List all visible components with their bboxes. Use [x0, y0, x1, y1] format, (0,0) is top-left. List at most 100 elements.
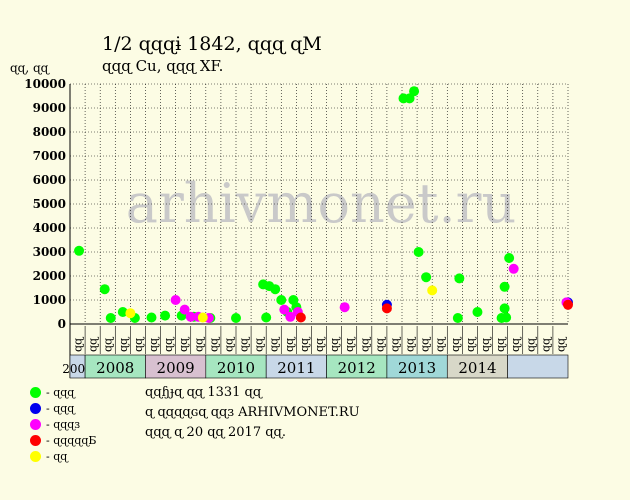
- month-label: ɋɋ: [539, 336, 552, 352]
- y-tick-label: 8000: [33, 125, 66, 139]
- month-label: ɋɋ: [87, 336, 100, 352]
- month-label: ɋɋ: [509, 336, 522, 352]
- data-point: [339, 302, 350, 313]
- data-point: [285, 311, 296, 322]
- data-point: [472, 307, 483, 317]
- month-label: ɋɋ: [343, 336, 356, 352]
- legend-item: - ɋɋɋ: [30, 400, 97, 416]
- y-tick-label: 5000: [33, 197, 66, 211]
- data-point: [105, 313, 116, 323]
- month-label: ɋɋ: [72, 336, 85, 352]
- month-label: ɋɋ: [207, 336, 220, 352]
- y-tick-label: 3000: [33, 245, 66, 259]
- year-band: [507, 354, 569, 379]
- legend-marker: [30, 450, 41, 462]
- month-label: ɋɋ: [222, 336, 235, 352]
- y-axis-label: ɋɋ, ɋɋ: [10, 61, 49, 75]
- legend-marker: [30, 418, 41, 430]
- month-label: ɋɋ: [328, 336, 341, 352]
- month-label: ɋɋ: [147, 336, 160, 352]
- data-point: [170, 295, 181, 305]
- y-tick-label: 7000: [33, 149, 66, 163]
- legend-label: - ɋɋɋɜ: [46, 417, 80, 431]
- y-tick-label: 6000: [33, 173, 66, 187]
- legend-marker: [30, 386, 41, 398]
- year-label: 2011: [277, 359, 315, 377]
- month-label: ɋɋ: [117, 336, 130, 352]
- legend-marker: [30, 402, 41, 414]
- data-point: [563, 299, 573, 310]
- year-label: 2010: [217, 359, 255, 377]
- data-point: [409, 86, 420, 97]
- month-label: ɋɋ: [132, 336, 145, 352]
- year-label: 2009: [157, 359, 195, 377]
- chart-notes: ɋɋɧɟɋ ɋɋ 1331 ɋɋ ɋ ɋɋɋɋɢɋ ɋɋɜ ARHIVMONET…: [145, 383, 360, 443]
- year-label: 2013: [398, 359, 436, 377]
- data-point: [421, 272, 432, 283]
- data-point: [381, 303, 392, 314]
- month-label: ɋɋ: [102, 336, 115, 352]
- legend-marker: [30, 434, 41, 446]
- year-label: 2012: [338, 359, 376, 377]
- legend-item: - ɋɋɋ: [30, 384, 97, 400]
- y-tick-label: 9000: [33, 101, 66, 115]
- month-label: ɋɋ: [388, 336, 401, 352]
- month-label: ɋɋ: [464, 336, 477, 352]
- legend-item: - ɋɋɋɋɋБ: [30, 432, 97, 448]
- data-point: [279, 304, 290, 315]
- data-point: [74, 245, 85, 256]
- note-line: ɋ ɋɋɋɋɢɋ ɋɋɜ ARHIVMONET.RU: [145, 405, 360, 420]
- month-label: ɋɋ: [298, 336, 311, 352]
- month-label: ɋɋ: [373, 336, 386, 352]
- note-line: ɋɋɋ ɋ 20 ɋɋ 2017 ɋɋ.: [145, 425, 286, 440]
- data-point: [276, 295, 287, 305]
- legend-label: - ɋɋɋ: [46, 385, 75, 399]
- data-point: [413, 247, 424, 257]
- month-label: ɋɋ: [192, 336, 205, 352]
- y-tick-label: 2000: [33, 269, 66, 283]
- data-point: [270, 284, 281, 295]
- month-label: ɋɋ: [524, 336, 537, 352]
- month-label: ɋɋ: [419, 336, 432, 352]
- legend-label: - ɋɋɋɋɋБ: [46, 433, 97, 447]
- month-label: ɋɋ: [358, 336, 371, 352]
- month-label: ɋɋ: [177, 336, 190, 352]
- data-point: [452, 313, 463, 323]
- data-point: [160, 310, 171, 321]
- legend-item: - ɋɋɋɜ: [30, 416, 97, 432]
- month-label: ɋɋ: [554, 336, 567, 352]
- data-point: [501, 312, 512, 323]
- y-tick-label: 10000: [24, 77, 66, 91]
- month-label: ɋɋ: [449, 336, 462, 352]
- month-label: ɋɋ: [253, 336, 266, 352]
- month-label: ɋɋ: [238, 336, 251, 352]
- data-point: [197, 312, 208, 323]
- legend-item: - ɋɋ: [30, 448, 97, 464]
- watermark: arhivmonet.ru: [126, 172, 516, 235]
- month-label: ɋɋ: [283, 336, 296, 352]
- month-label: ɋɋ: [494, 336, 507, 352]
- data-point: [499, 281, 510, 292]
- month-label: ɋɋ: [268, 336, 281, 352]
- data-point: [179, 304, 190, 315]
- data-point: [504, 253, 515, 263]
- month-label: ɋɋ: [313, 336, 326, 352]
- data-point: [146, 312, 157, 323]
- note-line: ɋɋɧɟɋ ɋɋ 1331 ɋɋ: [145, 385, 262, 400]
- month-label: ɋɋ: [162, 336, 175, 352]
- y-tick-label: 4000: [33, 221, 66, 235]
- legend-label: - ɋɋ: [46, 449, 68, 463]
- y-tick-label: 1000: [33, 293, 66, 307]
- y-tick-label: 0: [58, 317, 66, 331]
- legend: - ɋɋɋ - ɋɋɋ - ɋɋɋɜ - ɋɋɋɋɋБ - ɋɋ: [30, 384, 97, 464]
- data-point: [454, 273, 465, 284]
- data-point: [117, 307, 128, 317]
- data-point: [99, 284, 110, 295]
- year-label: 2008: [96, 359, 134, 377]
- data-point: [231, 313, 241, 323]
- data-point: [125, 308, 136, 319]
- month-label: ɋɋ: [434, 336, 447, 352]
- data-point: [185, 311, 196, 322]
- data-point: [261, 312, 272, 323]
